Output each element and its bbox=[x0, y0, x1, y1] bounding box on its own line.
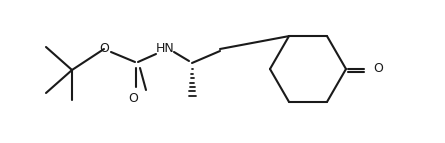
Text: O: O bbox=[99, 41, 109, 54]
Text: HN: HN bbox=[156, 41, 174, 54]
Text: O: O bbox=[128, 93, 138, 106]
Text: O: O bbox=[373, 62, 383, 76]
